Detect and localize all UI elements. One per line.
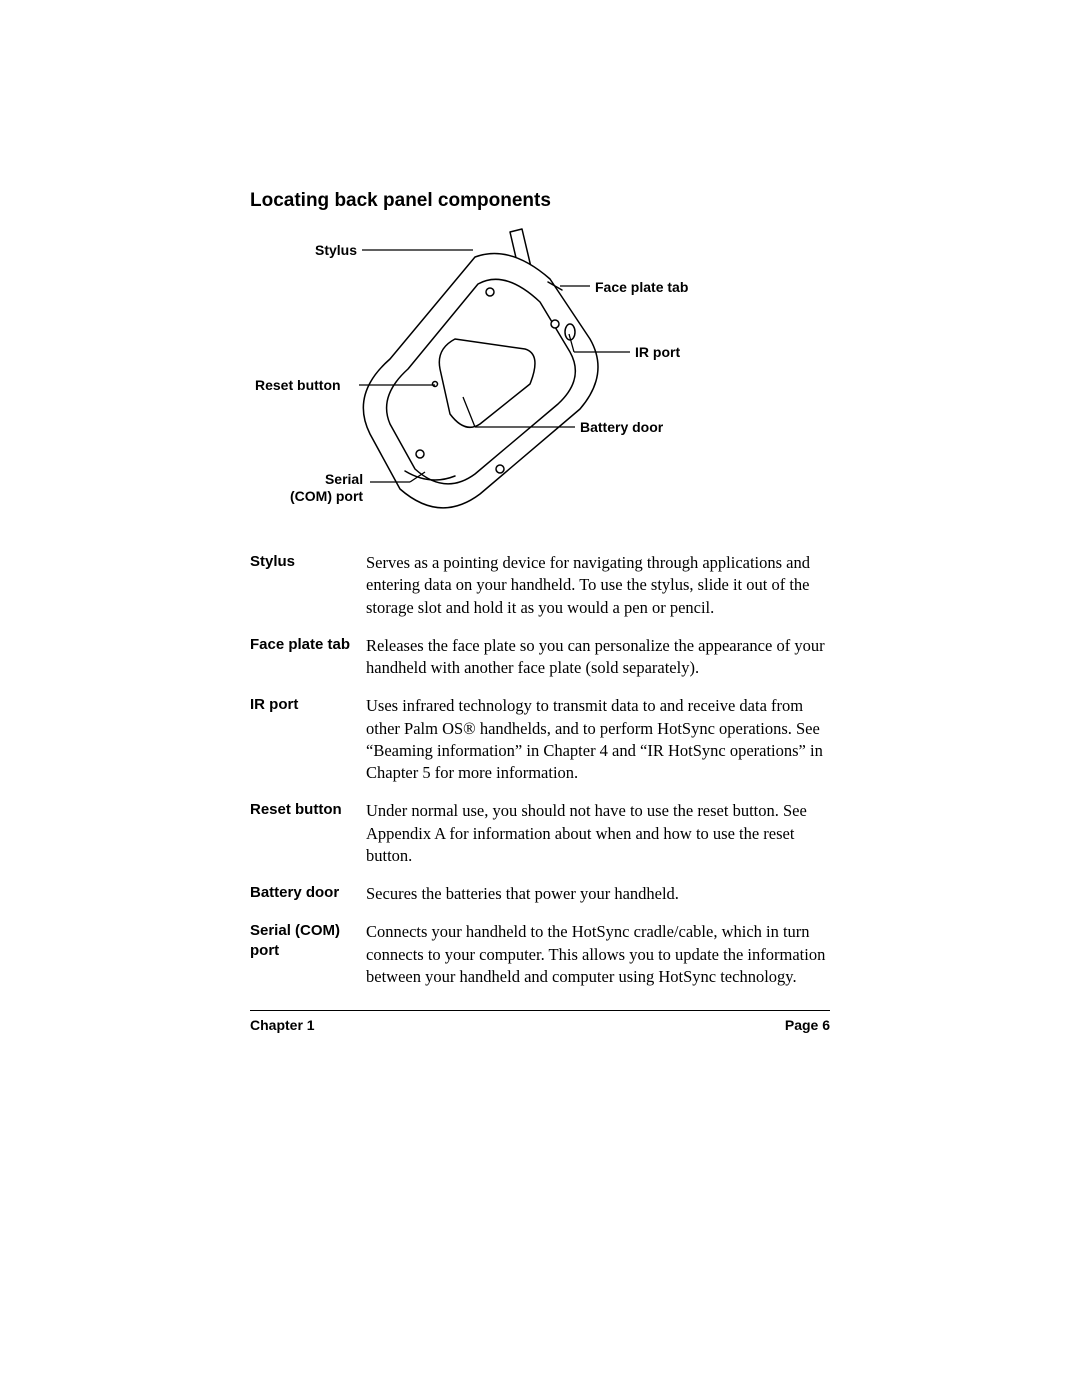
def-desc: Serves as a pointing device for navigati… xyxy=(366,544,830,627)
label-battery-door: Battery door xyxy=(580,419,663,436)
def-row-reset-button: Reset button Under normal use, you shoul… xyxy=(250,792,830,875)
label-serial-port: Serial (COM) port xyxy=(290,471,363,505)
def-row-serial-port: Serial (COM) port Connects your handheld… xyxy=(250,913,830,996)
definitions-table: Stylus Serves as a pointing device for n… xyxy=(250,544,830,996)
page-content: Locating back panel components xyxy=(250,190,830,1033)
def-desc: Secures the batteries that power your ha… xyxy=(366,875,830,913)
def-term: Serial (COM) port xyxy=(250,913,366,996)
section-title: Locating back panel components xyxy=(250,190,830,212)
def-term: Reset button xyxy=(250,792,366,875)
label-face-plate-tab: Face plate tab xyxy=(595,279,688,296)
page-footer: Chapter 1 Page 6 xyxy=(250,1010,830,1033)
def-row-stylus: Stylus Serves as a pointing device for n… xyxy=(250,544,830,627)
def-row-face-plate-tab: Face plate tab Releases the face plate s… xyxy=(250,627,830,688)
def-row-battery-door: Battery door Secures the batteries that … xyxy=(250,875,830,913)
label-ir-port: IR port xyxy=(635,344,680,361)
diagram: Stylus Face plate tab IR port Reset butt… xyxy=(250,224,770,524)
def-term: Battery door xyxy=(250,875,366,913)
def-desc: Under normal use, you should not have to… xyxy=(366,792,830,875)
def-desc: Connects your handheld to the HotSync cr… xyxy=(366,913,830,996)
def-term: IR port xyxy=(250,687,366,792)
label-reset-button: Reset button xyxy=(255,377,341,394)
def-desc: Releases the face plate so you can perso… xyxy=(366,627,830,688)
label-stylus: Stylus xyxy=(315,242,357,259)
def-row-ir-port: IR port Uses infrared technology to tran… xyxy=(250,687,830,792)
footer-page: Page 6 xyxy=(785,1017,830,1033)
def-term: Stylus xyxy=(250,544,366,627)
def-desc: Uses infrared technology to transmit dat… xyxy=(366,687,830,792)
def-term: Face plate tab xyxy=(250,627,366,688)
footer-chapter: Chapter 1 xyxy=(250,1017,315,1033)
